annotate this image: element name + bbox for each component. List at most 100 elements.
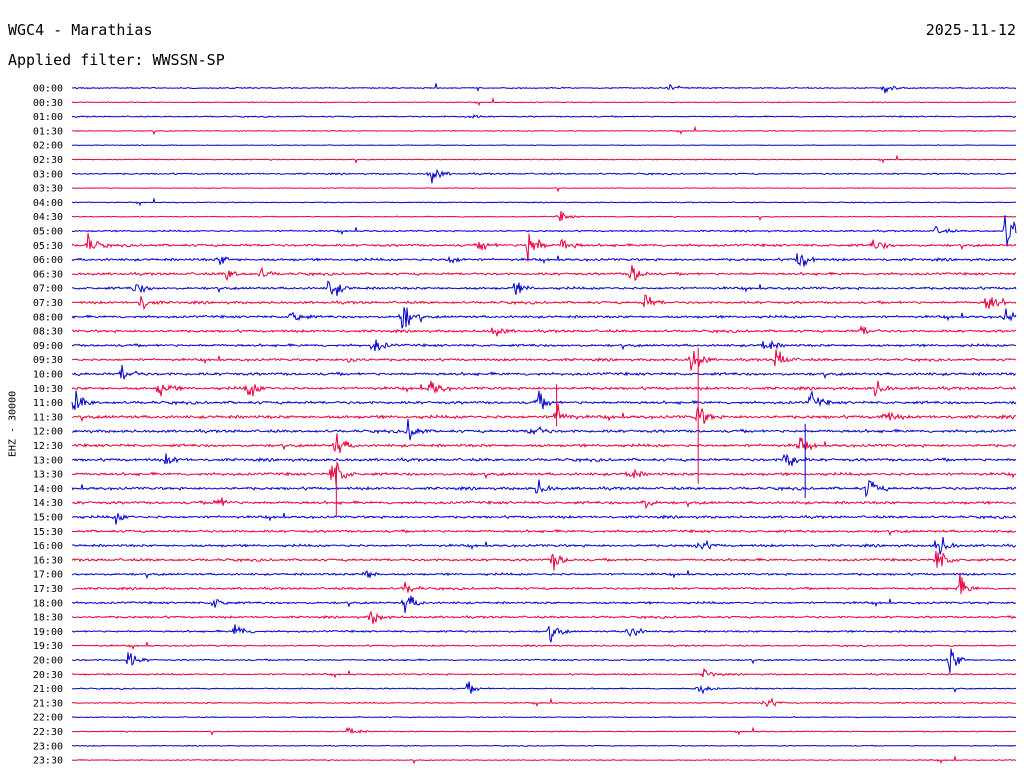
seismic-trace	[71, 648, 1017, 673]
time-tick-label: 18:30	[33, 613, 63, 624]
time-tick-label: 00:30	[33, 98, 63, 109]
seismic-trace	[71, 339, 1017, 352]
time-tick-label: 02:00	[33, 141, 63, 152]
seismic-trace	[71, 154, 1017, 164]
time-tick-label: 02:30	[33, 155, 63, 166]
seismic-trace	[71, 418, 1017, 441]
time-tick-label: 20:00	[33, 656, 63, 667]
time-tick-label: 21:30	[33, 698, 63, 709]
seismic-trace	[71, 197, 1017, 207]
time-tick-label: 23:00	[33, 741, 63, 752]
time-tick-label: 11:00	[33, 398, 63, 409]
time-tick-label: 01:00	[33, 112, 63, 123]
time-tick-label: 06:30	[33, 269, 63, 280]
time-tick-label: 15:30	[33, 527, 63, 538]
time-tick-label: 07:30	[33, 298, 63, 309]
seismic-trace	[71, 744, 1017, 748]
time-tick-label: 16:00	[33, 541, 63, 552]
seismic-trace	[71, 264, 1017, 282]
time-tick-label: 13:00	[33, 455, 63, 466]
time-tick-label: 17:30	[33, 584, 63, 595]
time-tick-label: 01:30	[33, 126, 63, 137]
time-tick-label: 05:00	[33, 227, 63, 238]
seismic-trace	[71, 595, 1017, 614]
seismic-trace	[71, 641, 1017, 650]
seismic-trace	[71, 294, 1017, 311]
seismic-trace	[71, 215, 1017, 246]
time-tick-label: 04:30	[33, 212, 63, 223]
time-tick-label: 15:00	[33, 513, 63, 524]
seismic-trace	[71, 433, 1017, 453]
time-tick-label: 16:30	[33, 555, 63, 566]
time-tick-label: 10:30	[33, 384, 63, 395]
time-tick-label: 00:00	[33, 84, 63, 95]
seismic-trace	[71, 390, 1017, 411]
time-tick-label: 05:30	[33, 241, 63, 252]
time-tick-label: 13:30	[33, 470, 63, 481]
seismic-trace	[72, 210, 1017, 222]
seismic-trace	[71, 324, 1017, 337]
time-tick-label: 04:00	[33, 198, 63, 209]
seismic-trace	[72, 83, 1017, 94]
seismic-trace	[71, 550, 1017, 571]
seismic-trace	[71, 113, 1017, 119]
time-tick-label: 14:00	[33, 484, 63, 495]
time-tick-label: 21:00	[33, 684, 63, 695]
seismic-trace	[71, 365, 1017, 380]
time-tick-label: 09:00	[33, 341, 63, 352]
seismic-trace	[71, 403, 1017, 424]
seismic-trace	[71, 97, 1017, 107]
seismic-trace	[71, 380, 1017, 397]
seismic-trace	[71, 479, 1017, 498]
seismic-trace	[71, 624, 1017, 643]
time-tick-label: 12:30	[33, 441, 63, 452]
seismic-trace	[71, 497, 1017, 510]
time-tick-label: 08:30	[33, 327, 63, 338]
time-tick-label: 19:30	[33, 641, 63, 652]
time-tick-label: 23:30	[33, 756, 63, 767]
seismic-traces	[71, 83, 1017, 765]
time-tick-label: 14:30	[33, 498, 63, 509]
time-tick-label: 20:30	[33, 670, 63, 681]
seismic-trace	[71, 349, 1017, 371]
seismic-trace	[71, 307, 1017, 329]
seismic-trace	[71, 528, 1016, 537]
seismic-trace	[72, 610, 1017, 625]
seismic-trace	[71, 696, 1017, 708]
seismic-trace	[71, 168, 1017, 184]
seismic-trace	[71, 716, 1017, 719]
seismic-trace	[71, 144, 1017, 147]
time-tick-label: 11:30	[33, 412, 63, 423]
seismic-trace	[72, 280, 1017, 297]
seismic-trace	[71, 681, 1017, 695]
seismic-trace	[71, 726, 1017, 736]
seismic-trace	[71, 572, 1017, 595]
time-tick-label: 19:00	[33, 627, 63, 638]
seismic-trace	[71, 537, 1017, 555]
filter-label: Applied filter: WWSSN-SP	[8, 51, 225, 69]
time-tick-label: 03:30	[33, 184, 63, 195]
station-title: WGC4 - Marathias	[8, 21, 153, 39]
time-tick-label: 12:00	[33, 427, 63, 438]
time-tick-label: 03:00	[33, 169, 63, 180]
seismic-trace	[71, 187, 1017, 193]
time-tick-label: 17:00	[33, 570, 63, 581]
seismic-trace	[71, 253, 1017, 267]
seismic-trace	[71, 461, 1017, 486]
seismic-trace	[71, 570, 1017, 580]
seismic-trace	[71, 453, 1017, 467]
seismic-trace	[72, 125, 1016, 136]
time-tick-labels: 00:00 00:30 01:00 01:30 02:00 02:30 03:00 03:30…	[33, 84, 63, 767]
time-tick-label: 22:30	[33, 727, 63, 738]
date-label: 2025-11-12	[925, 21, 1016, 39]
time-tick-label: 10:00	[33, 370, 63, 381]
seismic-trace	[71, 512, 1017, 525]
seismic-trace	[71, 233, 1017, 262]
seismic-trace	[71, 668, 1017, 679]
seismic-trace	[71, 754, 1017, 765]
time-tick-label: 07:00	[33, 284, 63, 295]
time-tick-label: 06:00	[33, 255, 63, 266]
time-tick-label: 08:00	[33, 312, 63, 323]
time-tick-label: 22:00	[33, 713, 63, 724]
